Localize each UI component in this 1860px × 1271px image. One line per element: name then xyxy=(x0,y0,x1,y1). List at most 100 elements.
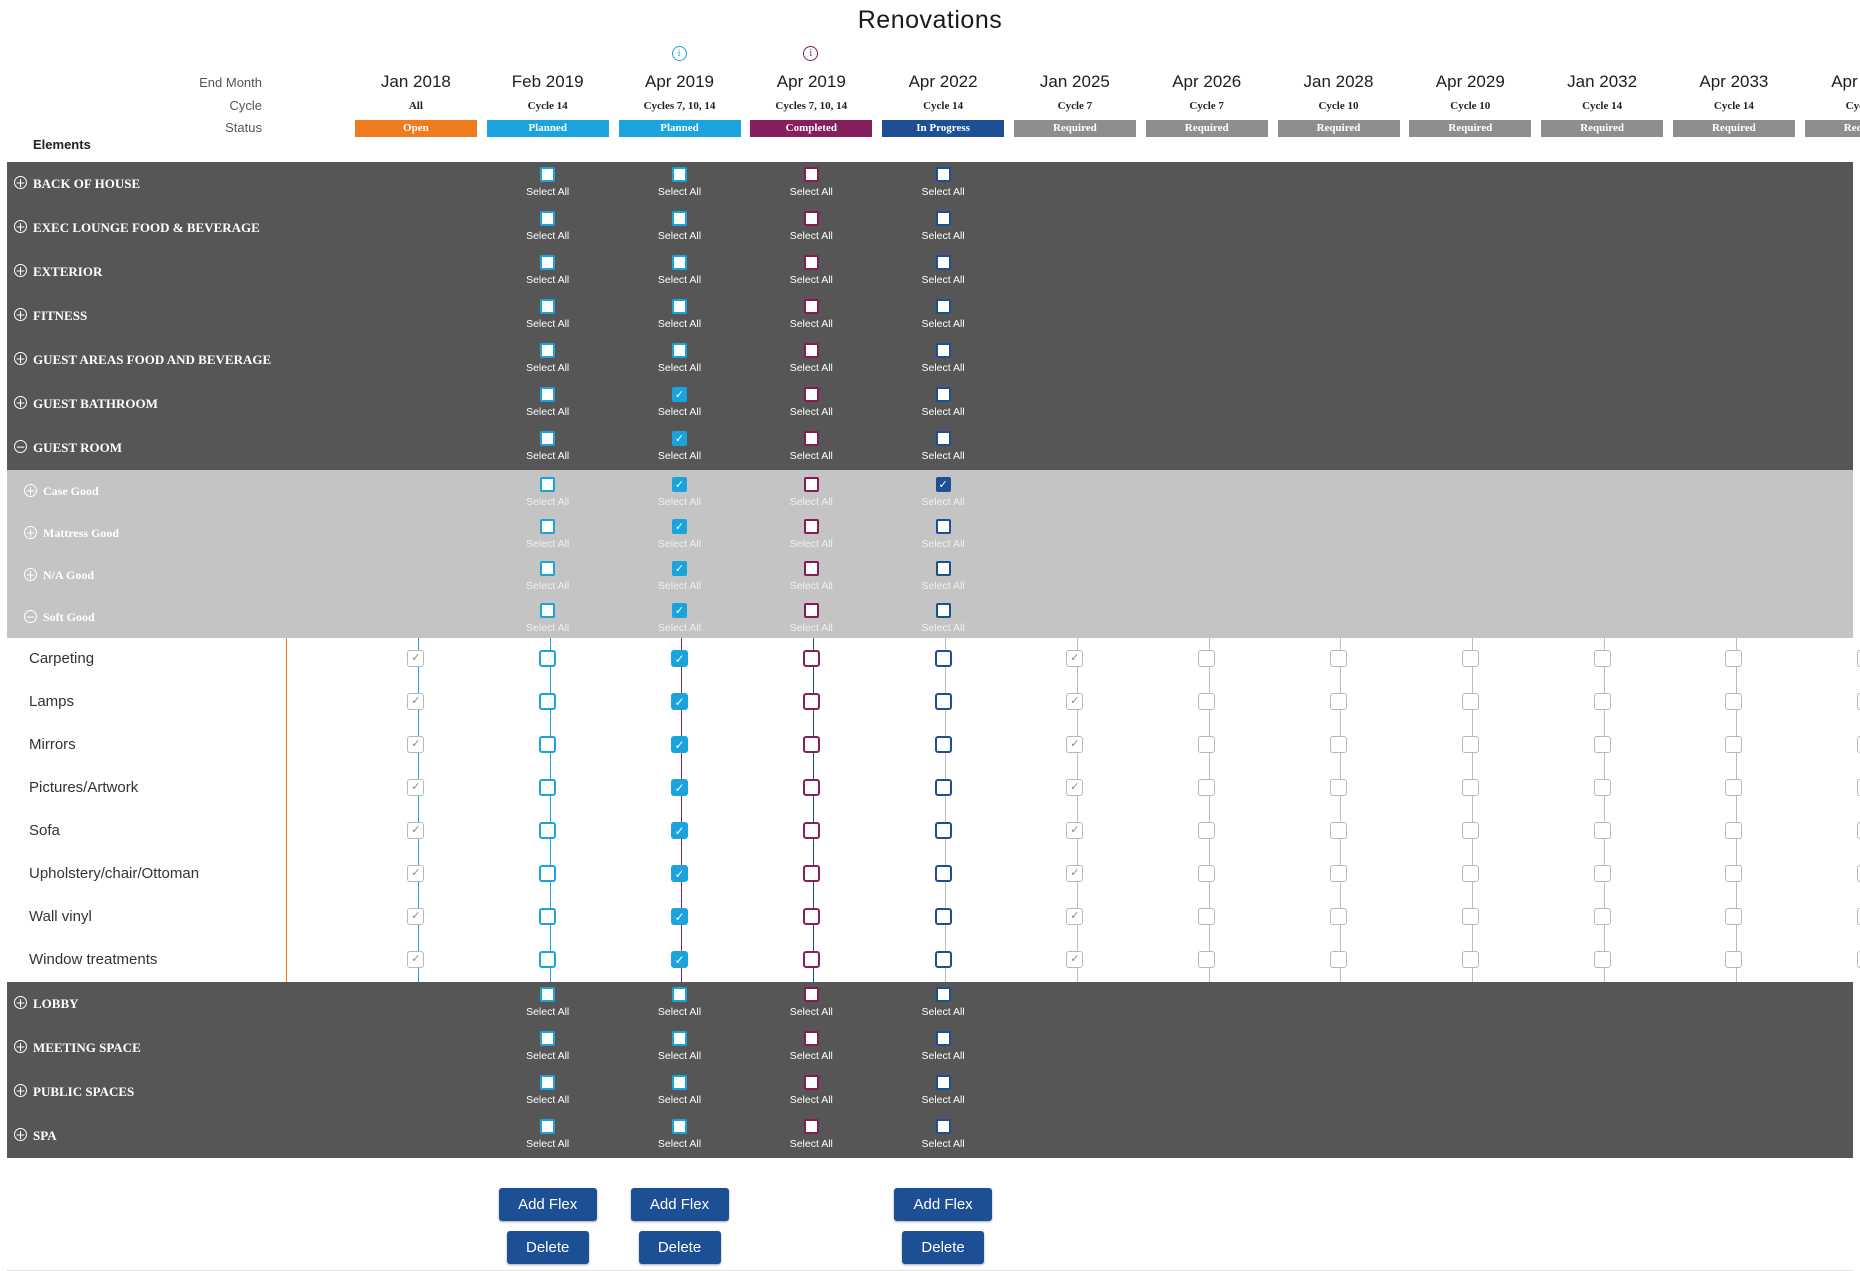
select-all-checkbox[interactable] xyxy=(672,167,687,182)
category-row-label[interactable]: GUEST ROOM xyxy=(33,440,122,455)
subcategory-row-label[interactable]: N/A Good xyxy=(43,568,95,582)
select-all-checkbox[interactable]: ✓ xyxy=(672,519,687,534)
item-checkbox[interactable] xyxy=(934,779,952,796)
item-checkbox[interactable] xyxy=(802,693,820,710)
expand-icon[interactable]: + xyxy=(14,352,27,366)
item-checkbox[interactable]: ✓ xyxy=(1066,865,1084,882)
select-all-checkbox[interactable] xyxy=(540,211,556,226)
select-all-checkbox[interactable] xyxy=(935,1031,951,1046)
item-checkbox[interactable] xyxy=(1593,865,1611,882)
category-row-label[interactable]: MEETING SPACE xyxy=(33,1040,141,1055)
item-checkbox[interactable] xyxy=(1198,650,1216,667)
item-checkbox[interactable]: ✓ xyxy=(407,650,425,667)
item-checkbox[interactable] xyxy=(1725,736,1743,753)
select-all-checkbox[interactable] xyxy=(672,1119,687,1134)
item-checkbox[interactable] xyxy=(1725,908,1743,925)
item-checkbox[interactable]: ✓ xyxy=(407,951,425,968)
category-row-label[interactable]: GUEST BATHROOM xyxy=(33,396,158,411)
item-checkbox[interactable]: ✓ xyxy=(1066,908,1084,925)
item-checkbox[interactable] xyxy=(1198,951,1216,968)
item-checkbox[interactable] xyxy=(539,650,557,667)
select-all-checkbox[interactable] xyxy=(540,1119,556,1134)
expand-icon[interactable]: + xyxy=(14,220,27,234)
category-row-label[interactable]: FITNESS xyxy=(33,308,88,323)
item-checkbox[interactable] xyxy=(802,908,820,925)
expand-icon[interactable]: + xyxy=(24,484,37,498)
delete-button[interactable]: Delete xyxy=(902,1231,985,1264)
item-checkbox[interactable]: ✓ xyxy=(671,779,688,796)
item-checkbox[interactable] xyxy=(539,693,557,710)
item-checkbox[interactable]: ✓ xyxy=(671,650,688,667)
item-checkbox[interactable] xyxy=(1857,951,1860,968)
expand-icon[interactable]: + xyxy=(14,1128,27,1142)
expand-icon[interactable]: + xyxy=(14,996,27,1010)
item-checkbox[interactable]: ✓ xyxy=(1066,822,1084,839)
collapse-icon[interactable]: − xyxy=(24,610,37,624)
category-row-label[interactable]: EXEC LOUNGE FOOD & BEVERAGE xyxy=(33,220,260,235)
category-row-label[interactable]: PUBLIC SPACES xyxy=(33,1084,135,1099)
item-checkbox[interactable] xyxy=(539,865,557,882)
item-checkbox[interactable] xyxy=(1198,865,1216,882)
item-checkbox[interactable]: ✓ xyxy=(407,865,425,882)
select-all-checkbox[interactable] xyxy=(935,255,951,270)
item-checkbox[interactable] xyxy=(1593,908,1611,925)
subcategory-row-label[interactable]: Soft Good xyxy=(43,610,95,624)
delete-button[interactable]: Delete xyxy=(638,1231,721,1264)
select-all-checkbox[interactable] xyxy=(803,431,819,446)
select-all-checkbox[interactable] xyxy=(803,1075,819,1090)
select-all-checkbox[interactable] xyxy=(672,299,687,314)
select-all-checkbox[interactable] xyxy=(540,477,556,492)
item-checkbox[interactable] xyxy=(802,779,820,796)
item-checkbox[interactable] xyxy=(1330,908,1347,925)
item-checkbox[interactable]: ✓ xyxy=(671,951,688,968)
expand-icon[interactable]: + xyxy=(14,396,27,410)
select-all-checkbox[interactable] xyxy=(540,343,556,358)
item-checkbox[interactable] xyxy=(1857,693,1860,710)
item-checkbox[interactable]: ✓ xyxy=(671,908,688,925)
item-checkbox[interactable] xyxy=(1725,865,1743,882)
item-checkbox[interactable]: ✓ xyxy=(1066,736,1084,753)
select-all-checkbox[interactable] xyxy=(540,1031,556,1046)
item-checkbox[interactable] xyxy=(802,865,820,882)
select-all-checkbox[interactable]: ✓ xyxy=(672,387,687,402)
select-all-checkbox[interactable] xyxy=(935,519,951,534)
item-checkbox[interactable] xyxy=(1725,951,1743,968)
item-checkbox[interactable] xyxy=(1461,693,1479,710)
collapse-icon[interactable]: − xyxy=(14,440,27,454)
select-all-checkbox[interactable] xyxy=(935,561,951,576)
item-checkbox[interactable] xyxy=(1593,650,1611,667)
select-all-checkbox[interactable] xyxy=(803,987,819,1002)
select-all-checkbox[interactable] xyxy=(803,211,819,226)
select-all-checkbox[interactable] xyxy=(540,519,556,534)
item-checkbox[interactable]: ✓ xyxy=(671,693,688,710)
item-checkbox[interactable] xyxy=(1857,865,1860,882)
add-flex-button[interactable]: Add Flex xyxy=(630,1188,729,1221)
delete-button[interactable]: Delete xyxy=(506,1231,589,1264)
item-checkbox[interactable] xyxy=(1330,865,1347,882)
select-all-checkbox[interactable] xyxy=(803,343,819,358)
add-flex-button[interactable]: Add Flex xyxy=(498,1188,597,1221)
item-checkbox[interactable] xyxy=(1461,822,1479,839)
item-checkbox[interactable]: ✓ xyxy=(407,736,425,753)
select-all-checkbox[interactable] xyxy=(803,255,819,270)
item-checkbox[interactable]: ✓ xyxy=(407,693,425,710)
select-all-checkbox[interactable] xyxy=(803,299,819,314)
item-checkbox[interactable]: ✓ xyxy=(407,822,425,839)
select-all-checkbox[interactable] xyxy=(672,211,687,226)
select-all-checkbox[interactable] xyxy=(935,603,951,618)
item-checkbox[interactable]: ✓ xyxy=(1066,650,1084,667)
select-all-checkbox[interactable] xyxy=(540,603,556,618)
item-checkbox[interactable] xyxy=(1461,865,1479,882)
item-checkbox[interactable] xyxy=(1198,822,1216,839)
item-checkbox[interactable]: ✓ xyxy=(407,908,425,925)
select-all-checkbox[interactable] xyxy=(540,561,556,576)
select-all-checkbox[interactable] xyxy=(803,477,819,492)
info-icon[interactable]: i xyxy=(671,46,687,61)
select-all-checkbox[interactable] xyxy=(803,603,819,618)
item-checkbox[interactable]: ✓ xyxy=(1066,779,1084,796)
expand-icon[interactable]: + xyxy=(14,308,27,322)
select-all-checkbox[interactable] xyxy=(935,299,951,314)
item-checkbox[interactable] xyxy=(1461,908,1479,925)
item-checkbox[interactable]: ✓ xyxy=(671,736,688,753)
select-all-checkbox[interactable]: ✓ xyxy=(935,477,951,492)
